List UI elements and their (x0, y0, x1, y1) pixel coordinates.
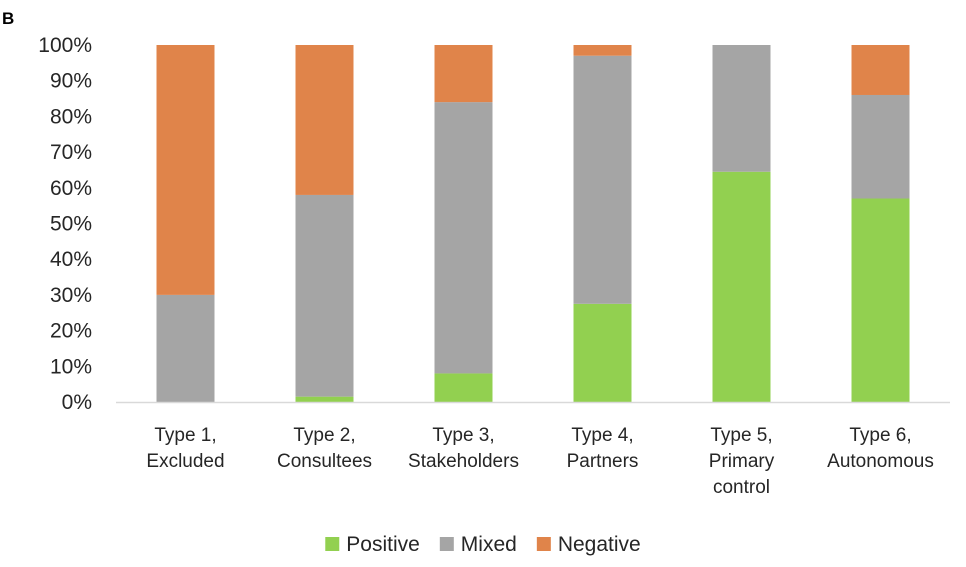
bar-positive-6 (851, 198, 910, 402)
bar-positive-5 (712, 171, 771, 402)
x-category-label: Type 3, Stakeholders (408, 425, 519, 472)
bar-mixed-5 (712, 45, 771, 172)
legend-label-negative: Negative (558, 533, 641, 556)
bar-mixed-6 (851, 94, 910, 199)
bar-positive-3 (434, 373, 493, 402)
x-category-label-line: Type 2, (293, 425, 355, 446)
bar-negative-4 (573, 45, 632, 56)
y-tick-label: 100% (38, 34, 92, 57)
y-tick-label: 40% (50, 248, 92, 271)
x-category-label-line: Excluded (146, 451, 224, 472)
legend-swatch-positive (325, 537, 340, 551)
y-tick-label: 10% (50, 355, 92, 378)
panel-label: B (2, 9, 14, 28)
y-tick-label: 0% (62, 391, 92, 414)
y-tick-label: 30% (50, 284, 92, 307)
x-category-label-line: Type 3, (432, 425, 494, 446)
y-tick-label: 20% (50, 320, 92, 343)
bars (156, 45, 910, 402)
x-category-label-line: Stakeholders (408, 451, 519, 472)
bar-negative-6 (851, 45, 910, 95)
x-category-label-line: control (713, 477, 770, 498)
x-category-label-line: Primary (709, 451, 775, 472)
y-tick-label: 60% (50, 177, 92, 200)
x-category-label-line: Type 1, (154, 425, 216, 446)
bar-negative-2 (295, 45, 354, 195)
y-tick-label: 50% (50, 213, 92, 236)
x-category-label-line: Type 4, (571, 425, 633, 446)
legend-swatch-negative (536, 537, 551, 551)
x-category-label-line: Type 5, (710, 425, 772, 446)
bar-mixed-1 (156, 294, 215, 402)
x-category-label-line: Partners (567, 451, 639, 472)
legend-label-mixed: Mixed (461, 533, 517, 556)
y-tick-label: 70% (50, 141, 92, 164)
x-category-label: Type 1, Excluded (146, 425, 224, 472)
legend-label-positive: Positive (346, 533, 420, 556)
x-category-label-line: Type 6, (849, 425, 911, 446)
x-category-label: Type 2, Consultees (277, 425, 372, 472)
bar-negative-1 (156, 45, 215, 295)
legend: Positive Mixed Negative (325, 533, 641, 556)
x-category-label: Type 4, Partners (567, 425, 639, 472)
y-axis: 0% 10% 20% 30% 40% 50% 60% 70% 80% 90% 100% (38, 34, 92, 414)
x-category-label: Type 6, Autonomous (827, 425, 934, 472)
bar-positive-4 (573, 303, 632, 402)
x-category-label-line: Consultees (277, 451, 372, 472)
bar-mixed-3 (434, 102, 493, 374)
y-tick-label: 90% (50, 70, 92, 93)
bar-positive-2 (295, 396, 354, 402)
x-category-label-line: Autonomous (827, 451, 934, 472)
bar-mixed-4 (573, 55, 632, 304)
bar-negative-3 (434, 45, 493, 103)
y-tick-label: 80% (50, 105, 92, 128)
x-category-label: Type 5, Primary control (709, 425, 775, 498)
x-axis: Type 1, Excluded Type 2, Consultees Type 3, S… (116, 401, 950, 498)
legend-swatch-mixed (439, 537, 454, 551)
bar-mixed-2 (295, 194, 354, 397)
